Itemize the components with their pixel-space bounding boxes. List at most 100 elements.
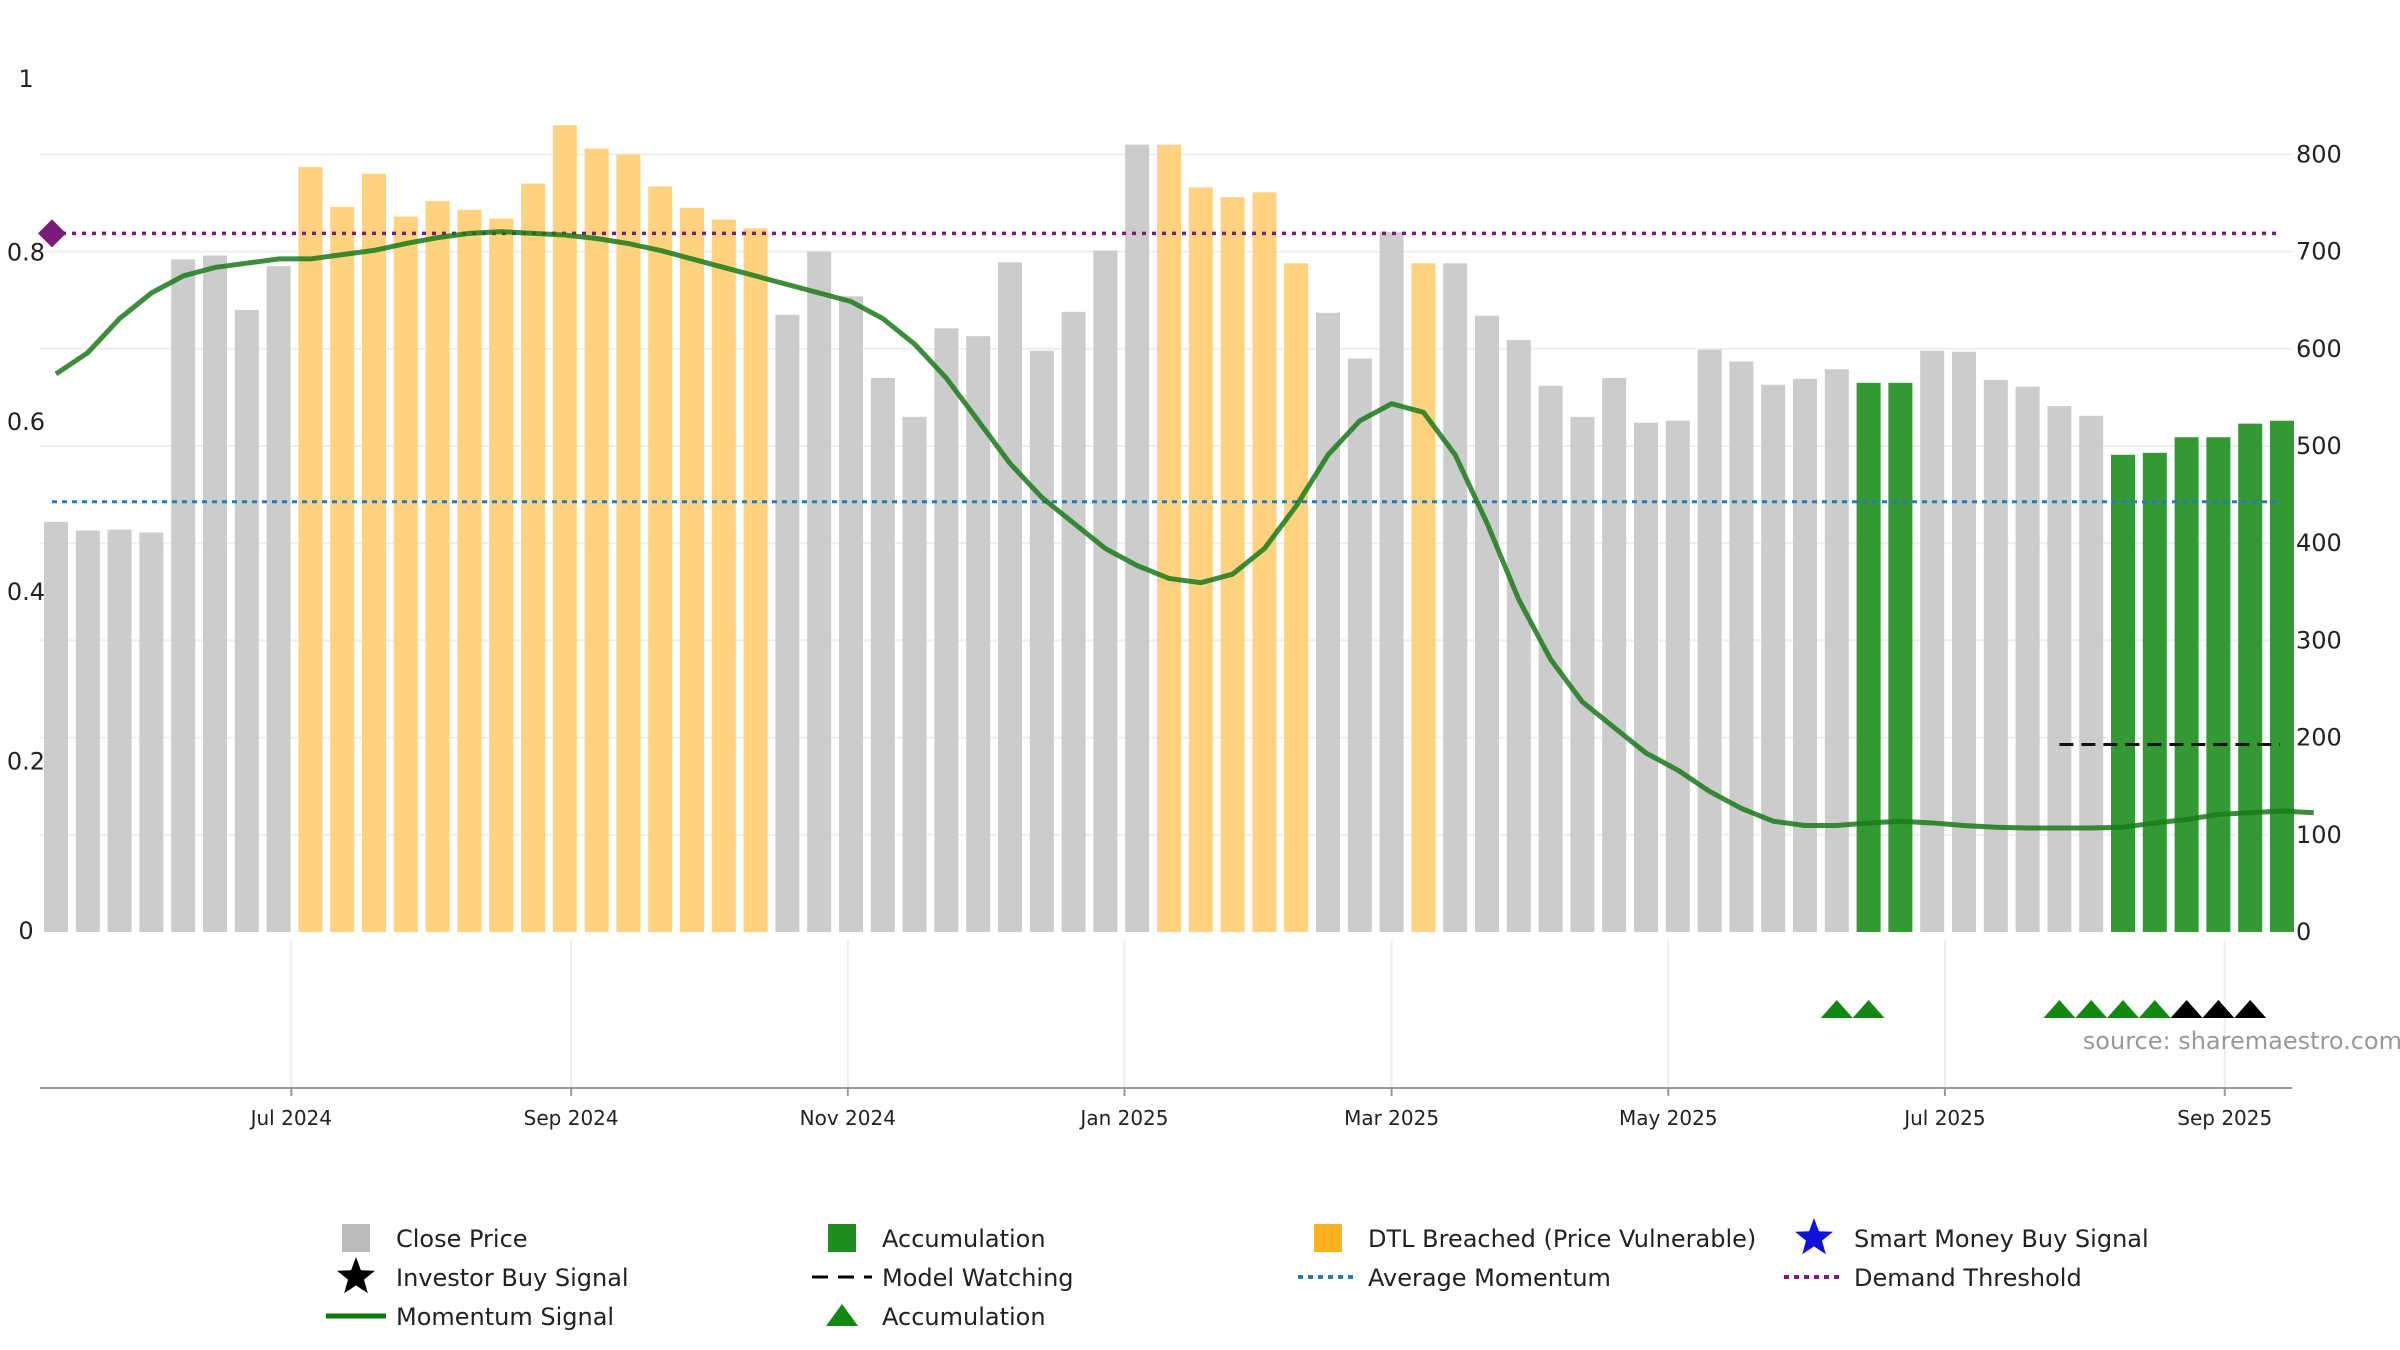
threshold-diamond-marker: [38, 219, 66, 248]
bar-dtl: [1411, 263, 1436, 932]
bar-dtl: [711, 219, 736, 933]
left-tick-label: 0.8: [7, 239, 45, 267]
bar-dtl: [457, 209, 482, 932]
bar-close: [1920, 350, 1945, 932]
x-tick-label: Mar 2025: [1344, 1106, 1439, 1130]
investor-buy-marker: [2170, 1000, 2203, 1018]
bar-dtl: [584, 148, 609, 932]
bar-accumulation: [2238, 423, 2263, 932]
right-tick-label: 800: [2296, 140, 2342, 168]
bar-dtl: [489, 218, 514, 932]
bar-dtl: [616, 154, 641, 932]
bar-close: [1793, 378, 1817, 932]
x-tick-label: Sep 2025: [2177, 1106, 2272, 1130]
bar-dtl: [521, 183, 545, 932]
legend-square-gray-icon: [342, 1224, 370, 1252]
bar-close: [998, 262, 1022, 932]
bar-dtl: [1284, 263, 1309, 932]
bar-close: [1697, 349, 1722, 933]
bar-dtl: [552, 125, 577, 933]
right-tick-label: 700: [2296, 238, 2342, 266]
bar-close: [1061, 311, 1086, 932]
legend-star-blue-icon: [1795, 1218, 1833, 1255]
bar-close: [1729, 361, 1754, 932]
bar-close: [234, 309, 259, 932]
x-tick-label: Sep 2024: [524, 1106, 619, 1130]
bar-accumulation: [2206, 437, 2231, 932]
bar-close: [1316, 312, 1340, 932]
right-tick-label: 200: [2296, 724, 2342, 752]
source-label: source: sharemaestro.com: [2083, 1027, 2400, 1055]
bar-accumulation: [1888, 382, 1913, 932]
bar-close: [107, 529, 132, 932]
bar-close: [1952, 351, 1976, 932]
investor-buy-marker: [2202, 1000, 2235, 1018]
bar-close: [1475, 315, 1499, 932]
bar-close: [171, 259, 196, 933]
momentum-signal-line: [54, 229, 2314, 831]
legend-square-orange-icon: [1314, 1224, 1342, 1252]
bar-accumulation: [2270, 420, 2294, 932]
bar-accumulation: [2142, 452, 2167, 932]
left-tick-label: 1: [18, 65, 33, 93]
right-axis-ticks: 0 100 200 300 400 500 600 700 800: [2296, 140, 2342, 946]
legend-label: Accumulation: [882, 1303, 1046, 1331]
accumulation-marker: [2138, 1000, 2171, 1018]
bar-close: [203, 255, 227, 932]
legend-label: Model Watching: [882, 1264, 1074, 1292]
legend-label: Momentum Signal: [396, 1303, 614, 1331]
bar-dtl: [1188, 187, 1213, 932]
bar-close: [44, 521, 68, 932]
right-tick-label: 0: [2296, 918, 2311, 946]
legend-triangle-green-icon: [826, 1304, 858, 1326]
bar-dtl: [1252, 192, 1277, 933]
legend-label: Smart Money Buy Signal: [1854, 1225, 2149, 1253]
price-bars: [44, 125, 2294, 933]
bar-dtl: [743, 228, 768, 933]
bar-close: [966, 336, 991, 932]
bar-dtl: [393, 216, 418, 932]
left-tick-label: 0.2: [7, 747, 45, 775]
investor-buy-marker: [2234, 1000, 2267, 1018]
x-tick-label: Jan 2025: [1078, 1106, 1168, 1130]
bar-close: [839, 296, 863, 932]
bar-close: [1347, 358, 1372, 932]
bar-close: [902, 416, 927, 933]
bar-close: [2047, 406, 2072, 932]
bar-close: [934, 328, 959, 932]
bar-close: [1443, 263, 1468, 932]
right-tick-label: 600: [2296, 335, 2342, 363]
bar-close: [1824, 369, 1849, 932]
accumulation-marker: [1852, 1000, 1885, 1018]
bar-close: [1761, 384, 1786, 932]
right-tick-label: 100: [2296, 821, 2342, 849]
legend-label: Average Momentum: [1368, 1264, 1611, 1292]
bar-dtl: [425, 201, 450, 932]
bar-close: [1634, 422, 1658, 932]
bar-close: [1983, 379, 2008, 932]
bar-dtl: [298, 167, 323, 932]
left-tick-label: 0.6: [7, 408, 45, 436]
bar-dtl: [362, 173, 386, 933]
x-axis-ticks: Jul 2024 Sep 2024 Nov 2024 Jan 2025 Mar 2025…: [249, 1088, 2272, 1130]
bar-dtl: [648, 186, 673, 932]
bar-close: [266, 266, 291, 932]
signal-lines: [38, 219, 2314, 831]
bar-close: [1029, 350, 1054, 932]
bar-close: [807, 251, 832, 933]
bar-close: [1379, 232, 1404, 932]
legend-label: Accumulation: [882, 1225, 1046, 1253]
x-tick-label: Nov 2024: [800, 1106, 896, 1130]
left-tick-label: 0.4: [7, 578, 45, 606]
x-tick-label: Jul 2025: [1902, 1106, 1985, 1130]
bar-close: [2079, 415, 2104, 932]
bar-accumulation: [2111, 454, 2135, 932]
legend-label: Close Price: [396, 1225, 528, 1253]
bar-dtl: [330, 206, 355, 932]
bar-accumulation: [2174, 437, 2199, 932]
accumulation-marker: [1820, 1000, 1853, 1018]
signal-markers: [1820, 1000, 2267, 1018]
bar-close: [1506, 340, 1531, 932]
legend: Close Price Accumulation DTL Breached (Pri…: [326, 1218, 2149, 1331]
